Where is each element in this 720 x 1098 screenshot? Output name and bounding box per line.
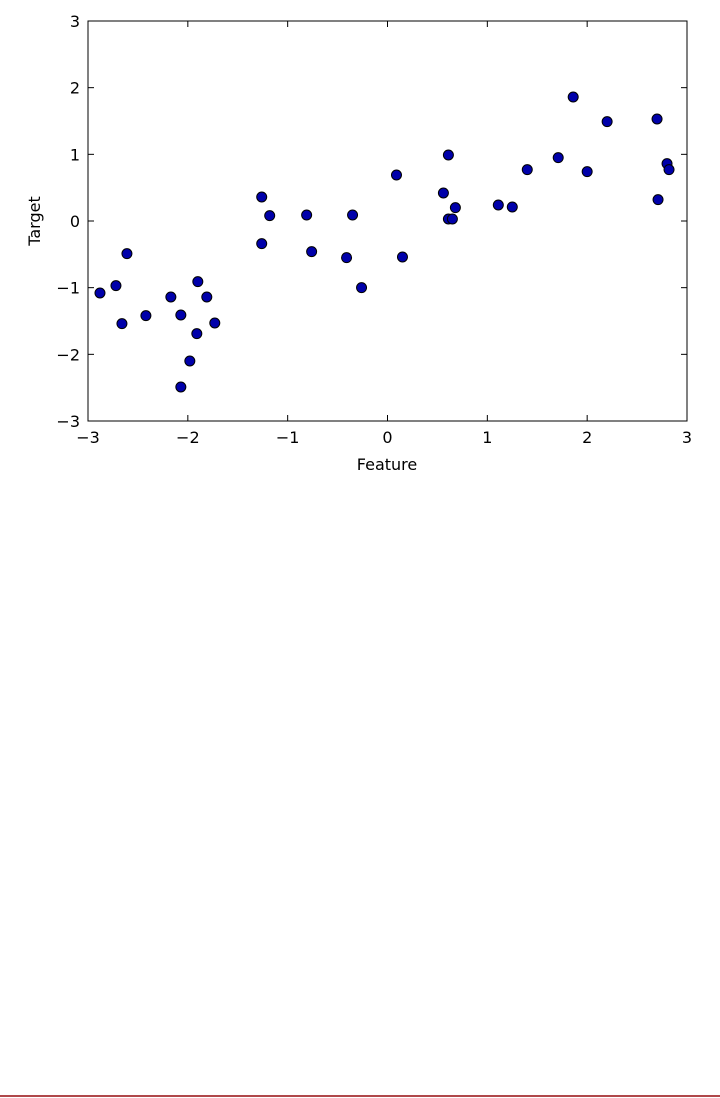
- data-point: [191, 328, 203, 340]
- data-point: [201, 291, 213, 303]
- data-point: [94, 287, 106, 299]
- data-point: [184, 355, 196, 367]
- data-point: [165, 291, 177, 303]
- data-point: [301, 209, 313, 221]
- data-point: [256, 238, 268, 250]
- data-point: [552, 152, 564, 164]
- data-point: [442, 149, 454, 161]
- data-point: [175, 309, 187, 321]
- data-point: [567, 91, 579, 103]
- data-point: [437, 187, 449, 199]
- data-point: [506, 201, 518, 213]
- data-point: [192, 276, 204, 288]
- data-point: [492, 199, 504, 211]
- x-axis-label: Feature: [357, 455, 417, 474]
- data-point: [341, 252, 353, 264]
- data-point: [209, 317, 221, 329]
- data-point: [449, 202, 461, 214]
- data-point: [390, 169, 402, 181]
- data-point: [347, 209, 359, 221]
- x-tick-label: −1: [276, 428, 300, 447]
- y-tick-label: 2: [70, 79, 80, 98]
- data-point: [110, 280, 122, 292]
- data-point: [652, 194, 664, 206]
- y-tick-label: 1: [70, 145, 80, 164]
- x-tick-label: 1: [482, 428, 492, 447]
- plot-frame: [87, 20, 688, 422]
- y-tick-label: 0: [70, 212, 80, 231]
- x-tick-label: 0: [382, 428, 392, 447]
- x-tick-label: 2: [582, 428, 592, 447]
- data-point: [256, 191, 268, 203]
- data-point: [521, 164, 533, 176]
- data-point: [356, 282, 368, 294]
- data-point: [306, 246, 318, 258]
- data-point: [663, 164, 675, 176]
- bottom-rule: [0, 1095, 720, 1097]
- data-point: [264, 210, 276, 222]
- data-point: [121, 248, 133, 260]
- y-tick-label: 3: [70, 12, 80, 31]
- x-tick-label: −2: [176, 428, 200, 447]
- data-point: [581, 166, 593, 178]
- x-tick-label: −3: [76, 428, 100, 447]
- x-tick-label: 3: [682, 428, 692, 447]
- data-point: [651, 113, 663, 125]
- y-tick-label: −2: [56, 345, 80, 364]
- data-point: [116, 318, 128, 330]
- data-point: [140, 310, 152, 322]
- data-point: [446, 213, 458, 225]
- y-axis-label: Target: [25, 196, 44, 247]
- data-point: [601, 116, 613, 128]
- y-tick-label: −3: [56, 412, 80, 431]
- y-tick-label: −1: [56, 279, 80, 298]
- data-point: [396, 251, 408, 263]
- data-point: [175, 381, 187, 393]
- chart: Feature Target −3 −2 −1 0 1 2 3 −3 −2 −1 0 1 2 3: [25, 12, 692, 474]
